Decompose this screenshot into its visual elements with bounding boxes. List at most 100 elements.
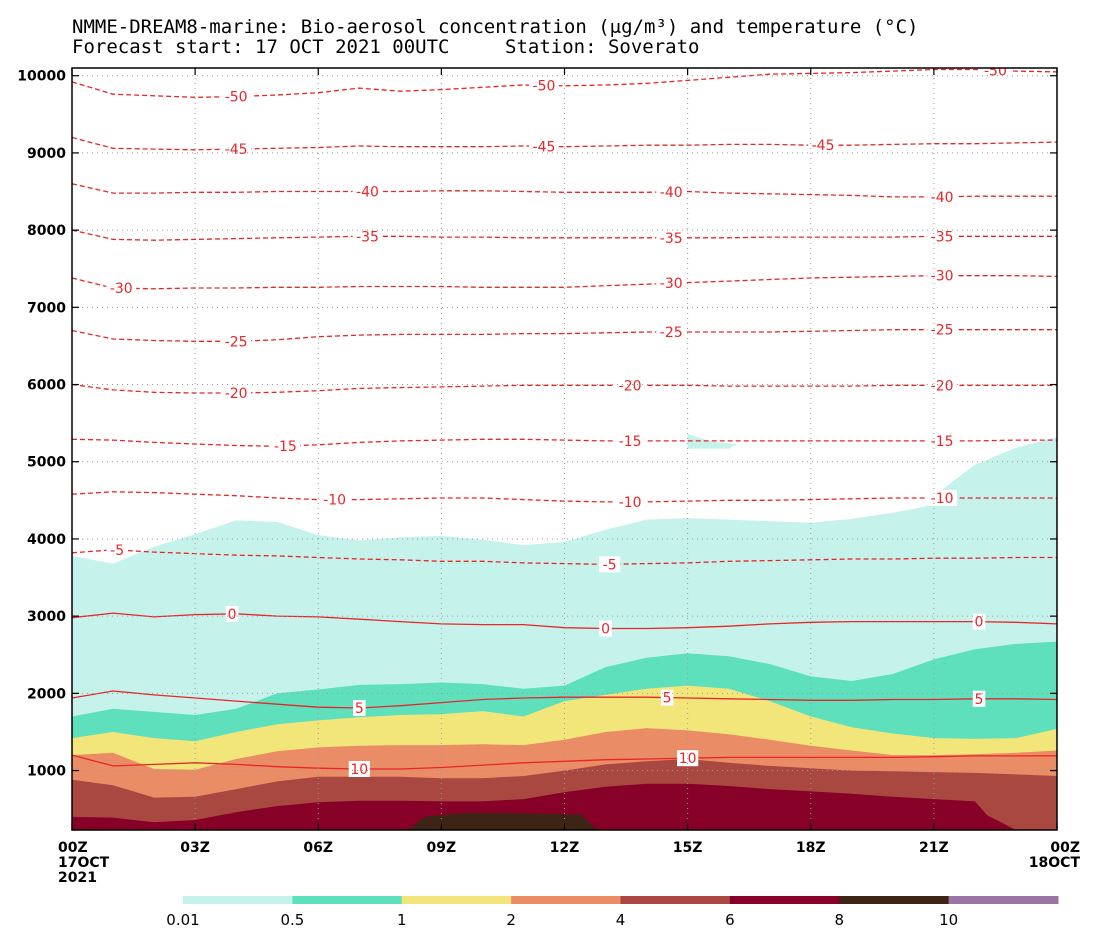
isotherm-label-bg [221, 385, 252, 402]
isotherm-label: -30 [660, 276, 683, 292]
isotherm-label: -20 [619, 378, 642, 394]
isotherm-label-bg [319, 491, 350, 508]
isotherm-label: -40 [660, 185, 683, 201]
colorbar-swatch [839, 896, 950, 904]
temperature-isotherms: -50-50-50-45 -45 -45-40 -40 -40-35 -35 -35-30-… [72, 63, 1057, 778]
x-tick-label: 00Z [58, 840, 88, 856]
colorbar-swatch [401, 896, 512, 904]
isotherm-label: -40 [356, 185, 379, 201]
isotherm-label-bg [980, 68, 1011, 79]
colorbar-label: 10 [939, 911, 958, 929]
colorbar: 0.01 0.5 1 2 4 6 8 10 [166, 896, 1059, 929]
isotherm-label-bg [352, 228, 383, 245]
isotherm-label: -40 [931, 190, 954, 206]
isotherm-line--10 [72, 491, 1057, 503]
isotherm-label: 0 [601, 621, 610, 637]
x-tick-label: 06Z [303, 840, 333, 856]
colorbar-label: 1 [397, 911, 407, 929]
isotherm-label-bg [529, 77, 559, 94]
isotherm-label: -5 [603, 557, 617, 573]
isotherm-label: 0 [975, 615, 984, 631]
isotherm-label: -50 [533, 78, 556, 94]
y-tick-label: 3000 [27, 609, 66, 625]
y-tick-label: 4000 [27, 532, 66, 548]
isotherm-label-bg [927, 377, 957, 394]
colorbar-swatch [729, 896, 840, 904]
isotherm-label: -50 [984, 63, 1007, 79]
isotherm-label: -30 [931, 269, 954, 285]
isotherm-label: -30 [110, 281, 133, 297]
isotherm-label: 0 [228, 607, 237, 623]
isotherm-label-bg [927, 321, 957, 338]
isotherm-label: 10 [350, 762, 368, 778]
x-tick-label: 18Z [796, 840, 826, 856]
isotherm-label-bg [656, 229, 687, 246]
colorbar-label: 0.5 [280, 911, 304, 929]
colorbar-swatch [948, 896, 1059, 904]
isotherm-label: 5 [975, 692, 984, 708]
isotherm-label-bg [106, 280, 137, 297]
isotherm-line-5 [72, 690, 1057, 709]
isotherm-label-bg [927, 490, 957, 507]
isotherm-label: -50 [225, 90, 248, 106]
isotherm-label-bg [348, 761, 370, 778]
isotherm-label-bg [656, 275, 687, 292]
isotherm-label-bg [808, 137, 838, 154]
isotherm-label: -15 [619, 434, 642, 450]
plot-area: -50-50-50-45 -45 -45-40 -40 -40-35 -35 -35-30-… [17, 63, 1080, 886]
colorbar-label: 2 [506, 911, 516, 929]
isotherm-label-bg [529, 138, 559, 155]
chart-title-station: Station: Soverato [505, 36, 699, 58]
isotherm-label: 5 [355, 701, 364, 717]
isotherm-label-bg [927, 432, 957, 449]
colorbar-label: 0.01 [166, 911, 199, 929]
x-tick-label: 12Z [550, 840, 580, 856]
isotherm-label-bg [221, 88, 252, 105]
isotherm-label-bg [927, 267, 957, 284]
isotherm-label: -10 [619, 495, 642, 511]
isotherm-label: -25 [225, 334, 248, 350]
isotherm-label: -10 [323, 493, 346, 509]
x-tick-label: 15Z [673, 840, 703, 856]
isotherm-label: -20 [225, 386, 248, 402]
y-tick-label: 9000 [27, 146, 66, 162]
colorbar-label: 4 [616, 911, 626, 929]
isotherm-label-bg [927, 228, 957, 245]
isotherm-label: 10 [679, 751, 697, 767]
grid-lines [72, 68, 1057, 830]
isotherm-line--30 [72, 275, 1057, 290]
isotherm-label-bg [225, 605, 239, 622]
isotherm-label-bg [656, 183, 687, 200]
colorbar-label: 6 [725, 911, 735, 929]
colorbar-swatch [292, 896, 403, 904]
isotherm-label-bg [927, 188, 957, 205]
colorbar-swatch [511, 896, 621, 904]
x-tick-label: 2021 [58, 870, 97, 886]
isotherm-label-bg [599, 556, 621, 573]
isotherm-line--25 [72, 329, 1057, 342]
isotherm-label: -45 [533, 139, 556, 155]
colorbar-swatch [620, 896, 731, 904]
isotherm-label: -35 [931, 229, 954, 245]
isotherm-label-bg [106, 541, 128, 558]
isotherm-label-bg [972, 613, 986, 630]
isotherm-label-bg [615, 432, 646, 449]
chart-title-forecast: Forecast start: 17 OCT 2021 00UTC [72, 36, 450, 58]
y-tick-label: 8000 [27, 223, 66, 239]
x-tick-label: 21Z [919, 840, 949, 856]
isotherm-label: -25 [660, 325, 683, 341]
x-tick-label: 00Z [1050, 840, 1080, 856]
colorbar-label: 8 [834, 911, 844, 929]
isotherm-label: -45 [812, 138, 835, 154]
concentration-fill-8 [408, 813, 598, 830]
x-tick-label: 03Z [180, 840, 210, 856]
y-tick-label: 7000 [27, 300, 66, 316]
isotherm-label-bg [270, 437, 301, 454]
isotherm-label-bg [221, 333, 252, 350]
isotherm-label-bg [352, 183, 383, 200]
isotherm-label: -10 [931, 491, 954, 507]
isotherm-label: -35 [356, 229, 379, 245]
isotherm-line--15 [72, 438, 1057, 447]
x-tick-label: 17OCT [58, 855, 110, 871]
